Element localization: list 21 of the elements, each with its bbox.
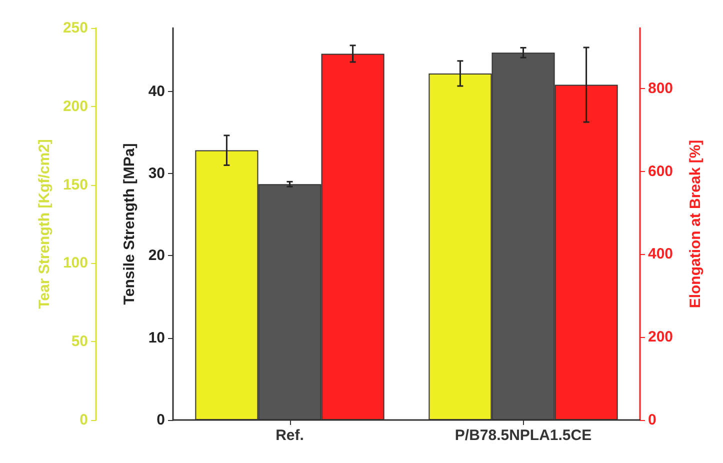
y3-tick-label: 600 (648, 162, 674, 180)
y-tick-label: 150 (62, 176, 88, 194)
y2-tick-label: 20 (148, 247, 165, 264)
y3-tick-label: 200 (648, 328, 674, 346)
x-tick-label: P/B78.5NPLA1.5CE (454, 427, 592, 444)
y-tick-label: 250 (62, 20, 88, 36)
y3-tick-label: 0 (648, 412, 656, 428)
y2-tick-label: 0 (156, 412, 165, 428)
y3-tick-label: 800 (648, 80, 674, 97)
y2-axis-title: Tensile Strength [MPa] (121, 143, 138, 305)
y-tick-label: 50 (71, 333, 88, 350)
y-axis-title: Tear Strength [Kgf/cm2] (36, 139, 54, 309)
y-tick-label: 0 (80, 412, 88, 428)
y-tick-label: 200 (62, 98, 88, 115)
y2-tick-label: 30 (148, 164, 165, 182)
y2-tick-label: 10 (148, 329, 165, 346)
y-tick-label: 100 (62, 254, 88, 272)
y3-tick-label: 400 (648, 246, 674, 263)
x-tick-label: Ref. (276, 427, 304, 444)
y3-axis-title: Elongation at Break [%] (687, 140, 704, 308)
y2-tick-label: 40 (148, 82, 165, 100)
